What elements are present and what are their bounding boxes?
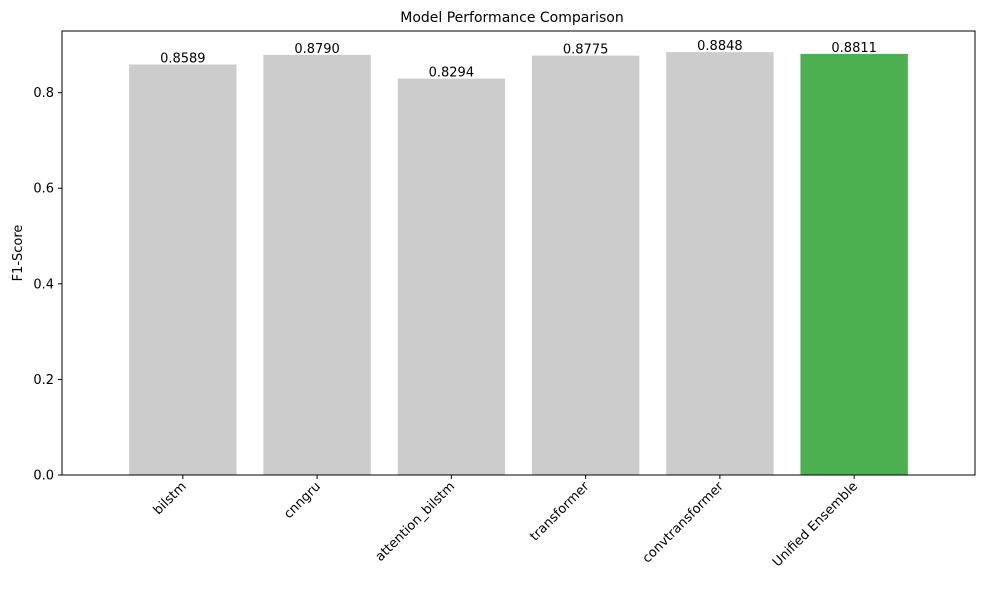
x-tick-label: bilstm (151, 479, 190, 518)
bar-value-label: 0.8811 (831, 41, 877, 56)
bar-value-label: 0.8790 (294, 42, 340, 57)
bar (800, 53, 908, 475)
bar-value-label: 0.8848 (697, 39, 743, 54)
y-tick-label: 0.6 (33, 182, 54, 197)
bar-value-label: 0.8775 (563, 43, 609, 58)
x-tick-label: cnngru (281, 479, 324, 522)
bar-value-label: 0.8589 (160, 52, 206, 67)
y-axis-ticks: 0.0 0.2 0.4 0.6 0.8 (33, 86, 62, 484)
bar (263, 54, 371, 475)
y-tick-label: 0.2 (33, 373, 54, 388)
y-tick-label: 0.0 (33, 469, 54, 484)
y-axis-label: F1-Score (11, 225, 26, 282)
x-tick-label: attention_bilstm (373, 479, 458, 564)
bar (129, 64, 237, 476)
y-tick-label: 0.4 (33, 277, 54, 292)
bar (397, 78, 506, 476)
bar (666, 52, 774, 476)
value-labels-group: 0.8589 0.8790 0.8294 0.8775 0.8848 0.8811 (160, 39, 877, 80)
x-tick-label: transformer (527, 479, 593, 545)
x-axis-ticks: bilstm cnngru attention_bilstm transformer c… (151, 475, 861, 570)
x-tick-label: convtransformer (640, 479, 728, 567)
y-tick-label: 0.8 (33, 86, 54, 101)
chart-title: Model Performance Comparison (400, 10, 623, 26)
plot-frame (61, 30, 976, 476)
bar-value-label: 0.8294 (429, 66, 475, 81)
bar (531, 55, 640, 476)
bars-group (129, 52, 908, 476)
x-tick-label: Unified Ensemble (770, 479, 861, 570)
